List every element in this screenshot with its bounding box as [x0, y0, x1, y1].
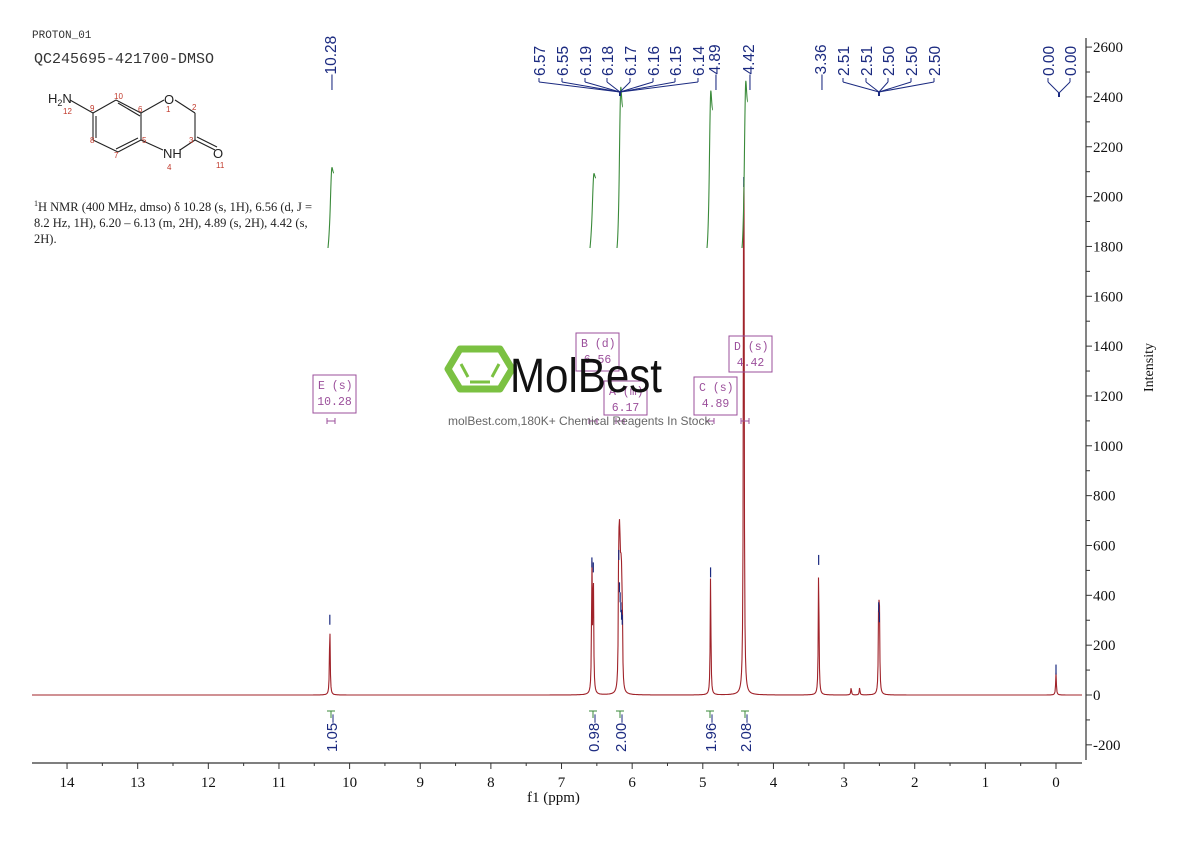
y-tick-label: 1000 — [1093, 439, 1123, 455]
svg-text:A (m): A (m) — [609, 386, 644, 399]
y-tick-label: 800 — [1093, 489, 1116, 505]
integral-curve — [589, 173, 597, 249]
x-tick-label: 8 — [487, 775, 495, 791]
y-tick-label: 1200 — [1093, 389, 1123, 405]
x-tick-label: 3 — [840, 775, 848, 791]
peak-shift-label: —3.36 — [813, 44, 830, 90]
multiplet-box-c: C (s) 4.89 — [693, 376, 738, 424]
svg-text:4.42: 4.42 — [737, 357, 765, 370]
multiplet-box-a: A (m) 6.17 — [603, 380, 648, 424]
y-tick-label: 2000 — [1093, 190, 1123, 206]
integral-curve — [706, 90, 714, 249]
axes: 14 13 12 11 10 9 8 7 6 5 4 3 2 1 0-2000200400600800100… — [32, 38, 1123, 791]
x-tick-label: 0 — [1052, 775, 1060, 791]
x-tick-label: 7 — [558, 775, 566, 791]
svg-text:10.28: 10.28 — [317, 396, 352, 409]
x-tick-label: 6 — [628, 775, 636, 791]
svg-text:E (s): E (s) — [318, 380, 353, 393]
y-tick-label: 1600 — [1093, 289, 1123, 305]
y-tick-label: 600 — [1093, 538, 1116, 554]
svg-text:C (s): C (s) — [699, 382, 734, 395]
peak-shift-label: 6.16 — [646, 46, 663, 76]
integral-value: 2.08– — [738, 714, 755, 752]
nmr-description: 1H NMR (400 MHz, dmso) δ 10.28 (s, 1H), … — [34, 199, 313, 247]
peak-shift-label: —10.28 — [323, 36, 340, 90]
peak-shift-label: —4.89 — [707, 44, 724, 90]
peak-shift-label: 6.14 — [691, 45, 708, 76]
svg-text:4.89: 4.89 — [702, 398, 730, 411]
x-tick-label: 12 — [201, 775, 216, 791]
svg-text:B (d): B (d) — [581, 338, 616, 351]
x-tick-label: 2 — [911, 775, 919, 791]
peak-shift-label: 6.17 — [623, 46, 640, 76]
integral-value: 1.96– — [703, 714, 720, 752]
multiplet-box-e: E (s) 10.28 — [312, 374, 357, 424]
peak-shift-label: 6.19 — [578, 46, 595, 76]
peak-shift-label: 0.00 — [1041, 45, 1058, 76]
peak-shift-label: 2.50 — [927, 45, 944, 76]
x-tick-label: 1 — [982, 775, 990, 791]
y-tick-label: 400 — [1093, 588, 1116, 604]
peak-shift-label: 6.15 — [668, 46, 685, 76]
y-tick-label: 1400 — [1093, 339, 1123, 355]
y-tick-label: 2600 — [1093, 40, 1123, 56]
y-tick-label: 2200 — [1093, 140, 1123, 156]
multiplet-box-b: B (d) 6.56 — [575, 332, 620, 424]
y-axis-label: Intensity — [1142, 343, 1157, 392]
multiplet-box-d: D (s) 4.42 — [728, 335, 773, 424]
x-tick-label: 11 — [272, 775, 286, 791]
peak-shift-label: —4.42 — [741, 44, 758, 90]
experiment-name: PROTON_01 — [32, 30, 92, 42]
peak-shift-label: 6.55 — [555, 46, 572, 76]
peak-shift-label: 2.50 — [881, 45, 898, 76]
y-tick-label: 1800 — [1093, 239, 1123, 255]
svg-text:6.56: 6.56 — [584, 354, 612, 367]
integral-value: 2.00– — [613, 714, 630, 752]
y-tick-label: 200 — [1093, 638, 1116, 654]
watermark-tagline: molBest.com,180K+ Chemical Reagents In S… — [448, 414, 714, 428]
peak-shift-label: 2.51 — [859, 46, 876, 76]
x-tick-label: 5 — [699, 775, 707, 791]
peak-shift-label: 6.18 — [600, 46, 617, 76]
x-tick-label: 10 — [342, 775, 357, 791]
x-tick-label: 4 — [770, 775, 778, 791]
svg-text:D (s): D (s) — [734, 341, 769, 354]
integral-value: 0.98– — [586, 714, 603, 752]
y-tick-label: 0 — [1093, 688, 1101, 704]
y-tick-label: -200 — [1093, 738, 1121, 754]
integral-curve — [616, 86, 624, 249]
integral-value: 1.05– — [324, 714, 341, 752]
x-tick-label: 13 — [130, 775, 145, 791]
peak-shift-label: 2.50 — [904, 45, 921, 76]
peak-shift-label: 2.51 — [836, 46, 853, 76]
x-tick-label: 14 — [60, 775, 76, 791]
peak-shift-label: 0.00 — [1063, 45, 1080, 76]
peak-shift-label: 6.57 — [532, 46, 549, 76]
y-tick-label: 2400 — [1093, 90, 1123, 106]
svg-text:6.17: 6.17 — [612, 402, 640, 415]
x-axis-label: f1 (ppm) — [527, 790, 580, 806]
spectrum-line — [32, 183, 1082, 696]
integral-curve — [327, 167, 335, 249]
sample-id: QC245695-421700-DMSO — [34, 51, 215, 68]
x-tick-label: 9 — [416, 775, 424, 791]
integral-curve — [741, 80, 749, 249]
